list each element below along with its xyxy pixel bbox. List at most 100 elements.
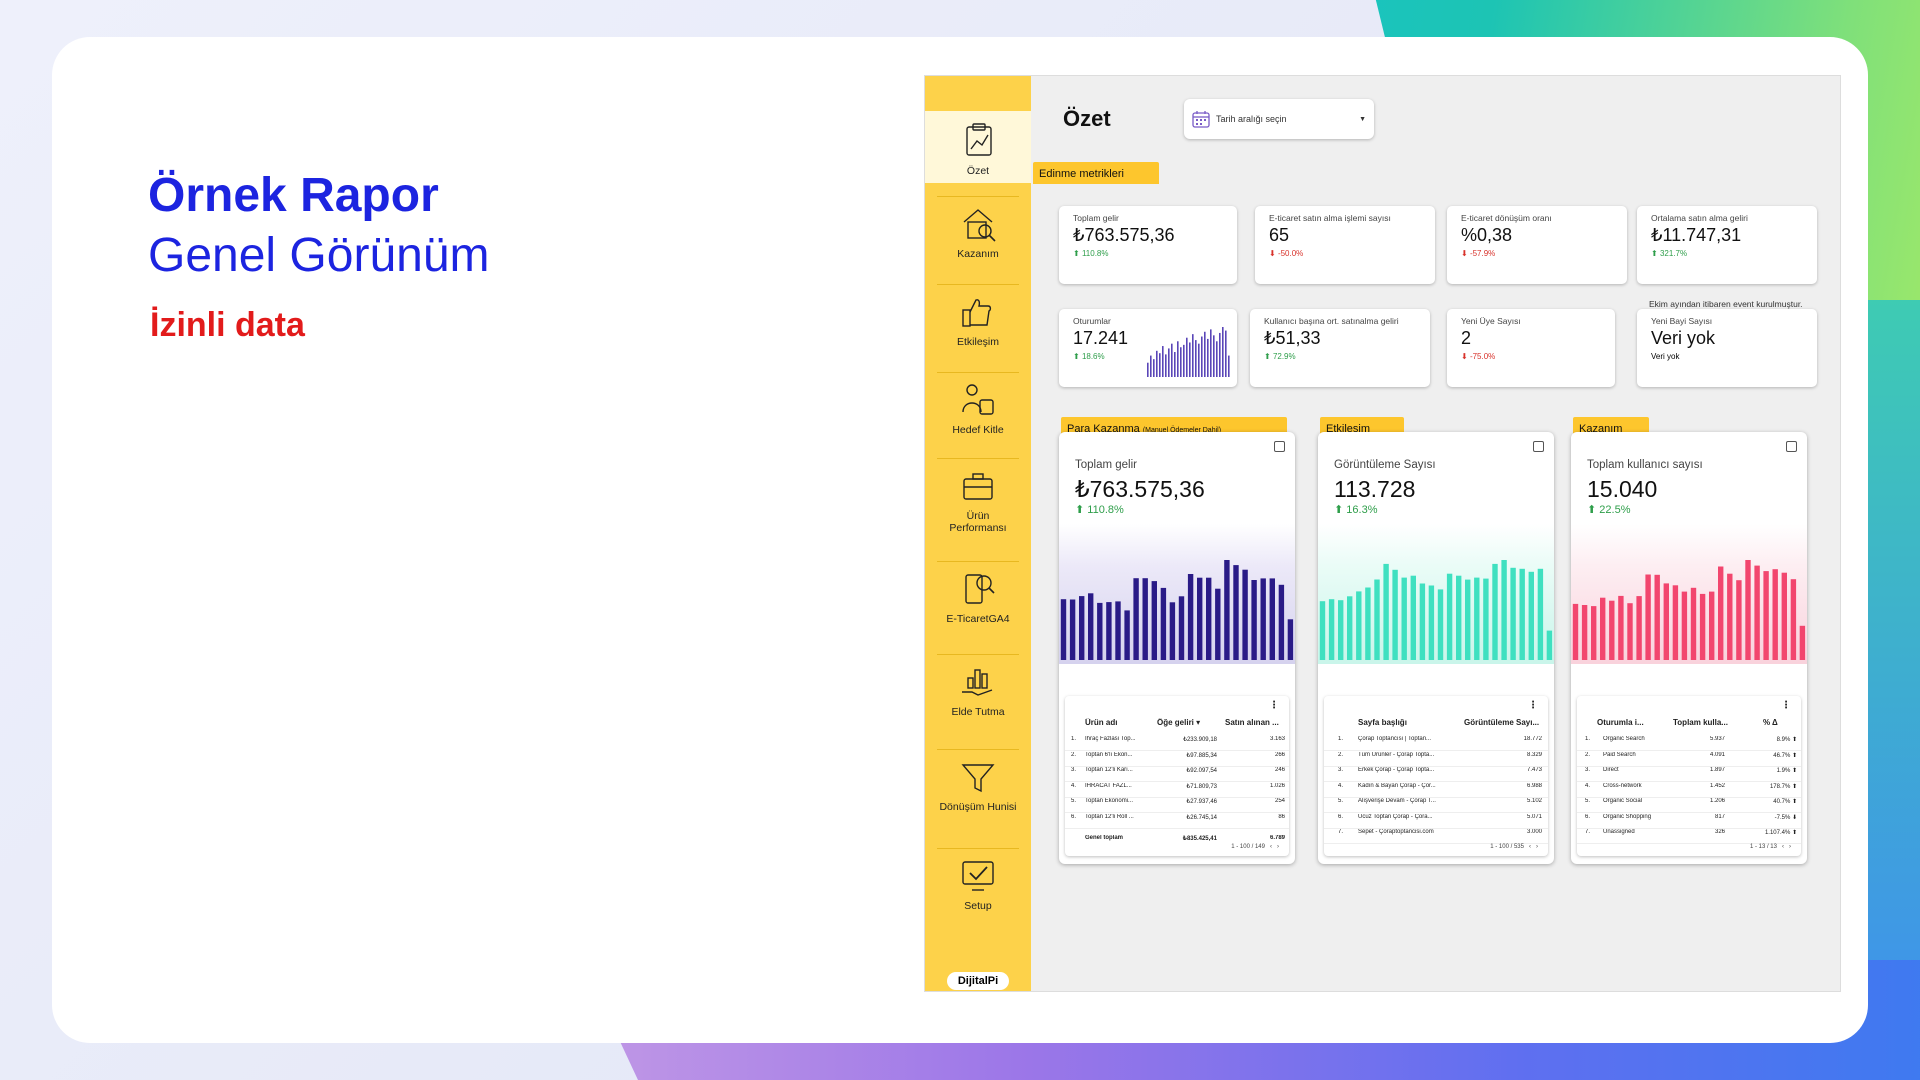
panel-metric-label: Toplam kullanıcı sayısı [1587,459,1703,471]
chart-bar [1745,560,1751,660]
table-cell: 1.107.4% ⬆ [1764,830,1797,836]
chart-bar [1410,575,1416,660]
sidebar-item-label: Özet [966,165,990,177]
panel-card: Görüntüleme Sayısı 113.728 ⬆ 16.3% ⋮ Sayfa b… [1318,432,1554,864]
sparkline-bar [1219,332,1221,377]
next-page-icon[interactable]: › [1277,844,1279,850]
chart-bar [1069,599,1076,660]
export-icon[interactable] [1533,441,1544,452]
table-cell: 8.329 [1526,751,1542,758]
column-header[interactable]: % Δ [1763,718,1778,727]
table-row[interactable]: 1. İhraç Fazlası Top... ₺233.909,18 3.163 [1065,736,1289,751]
sidebar-item-label: Ürün Performansı [949,510,1007,534]
sidebar-item-5[interactable]: Ürün Performansı [925,466,1031,534]
sidebar-item-7[interactable]: Elde Tutma [925,662,1031,718]
table-row[interactable]: 6. Toptan 12'li Roll ... ₺26.745,14 86 [1065,814,1289,829]
column-header[interactable]: Oturumla i... [1597,718,1644,727]
table-row[interactable]: 3. Erkek Çorap - Çorap Topta... 7.473 [1324,767,1548,782]
chart-bar [1446,573,1453,660]
sidebar-item-4[interactable]: Hedef Kitle [925,380,1031,436]
sidebar-item-8[interactable]: Dönüşüm Hunisi [925,757,1031,813]
sparkline-bar [1180,347,1182,377]
column-header[interactable]: Görüntüleme Sayı... [1464,718,1540,727]
table-cell: 246 [1274,767,1285,773]
sidebar-item-3[interactable]: Etkileşim [925,292,1031,348]
chart-bar [1591,606,1597,660]
prev-page-icon[interactable]: ‹ [1781,844,1784,850]
table-row[interactable]: 1. Çorap Toptancısı | Toptan... 18.772 [1324,736,1548,751]
column-header[interactable]: Satın alınan ... [1225,718,1279,727]
table-cell: 6. [1585,813,1591,820]
table-row[interactable]: 1. Organic Search 5.937 8.9% ⬆ [1577,736,1801,751]
chart-bar [1233,565,1239,660]
sidebar-item-6[interactable]: E-TicaretGA4 [925,569,1031,625]
sparkline-bar [1162,346,1164,377]
table-cell: ₺92.097,54 [1186,768,1217,774]
table-row[interactable]: 5. Organic Social 1.206 40.7% ⬆ [1577,798,1801,813]
chart-bar [1060,599,1067,660]
chart-bar [1115,601,1121,660]
chart-bar [1572,603,1579,660]
panel-metric-change: ⬆ 22.5% [1587,504,1631,516]
sidebar-item-1[interactable]: Özet [925,111,1031,183]
panel-metric-label: Toplam gelir [1075,459,1137,471]
pager-text: 1 - 100 / 535 [1490,844,1524,850]
table-row[interactable]: 7. Sepet - Çoraptoptancisi.com 3.000 [1324,829,1548,844]
metric-change: ⬇ -50.0% [1269,249,1304,258]
table-row[interactable]: 2. Toptan 6'lı Ekon... ₺97.885,34 266 [1065,752,1289,767]
sidebar-item-2[interactable]: Kazanım [925,204,1031,260]
chart-bar [1609,600,1615,660]
table-row[interactable]: 4. Cross-network 1.452 178.7% ⬆ [1577,783,1801,798]
metric-change-value: -75.0% [1469,352,1496,361]
table-cell: 1. [1585,736,1591,742]
table-header: Sayfa başlığı Görüntüleme Sayı... [1324,718,1548,732]
chart-bar [1799,625,1806,660]
table-row[interactable]: 5. Alışverişe Devam - Çorap T... 5.102 [1324,798,1548,813]
table-row[interactable]: 2. Tüm Ürünler - Çorap Topta... 8.329 [1324,752,1548,767]
sidebar-item-9[interactable]: Setup [925,856,1031,912]
more-icon[interactable]: ⋮ [1781,700,1791,711]
table-row[interactable]: 4. İHRACAT FAZL... ₺71.809,73 1.026 [1065,783,1289,798]
table-row[interactable]: 3. Toptan 12'li Karı... ₺92.097,54 246 [1065,767,1289,782]
column-header[interactable]: Ürün adı [1085,718,1118,727]
bar-chart [1571,524,1807,664]
chart-bar [1474,577,1480,660]
column-header[interactable]: Öğe geliri ▾ [1157,718,1201,727]
sessions-sparkline [1147,327,1230,377]
next-page-icon[interactable]: › [1789,844,1791,850]
table-cell: Toptan 12'li Karı... [1085,767,1133,773]
more-icon[interactable]: ⋮ [1269,700,1279,711]
next-page-icon[interactable]: › [1536,844,1538,850]
chart-bar [1242,569,1248,660]
chart-bar [1718,566,1724,660]
column-header[interactable]: Sayfa başlığı [1358,718,1407,727]
metric-card: Yeni Bayi Sayısı Veri yok Veri yok [1637,309,1817,387]
table-row[interactable]: 7. Unassigned 326 1.107.4% ⬆ [1577,829,1801,844]
date-range-select[interactable]: Tarih aralığı seçin ▼ [1184,99,1374,139]
column-header[interactable]: Toplam kulla... [1673,718,1728,727]
table-row[interactable]: 6. Organic Shopping 817 -7.5% ⬇ [1577,814,1801,829]
prev-page-icon[interactable]: ‹ [1528,844,1531,850]
table-row[interactable]: 4. Kadın & Bayan Çorap - Çor... 6.988 [1324,783,1548,798]
metric-card: Yeni Üye Sayısı 2 ⬇ -75.0% [1447,309,1615,387]
metric-change: ⬇ -57.9% [1461,249,1496,258]
table-row[interactable]: 3. Direct 1.897 1.9% ⬆ [1577,767,1801,782]
metric-change-value: 321.7% [1659,249,1688,258]
export-icon[interactable] [1786,441,1797,452]
data-table: ⋮ Oturumla i... Toplam kulla... % Δ 1. Organi… [1577,696,1801,856]
sparkline-bar [1174,352,1176,377]
table-cell: 1.452 [1709,782,1725,789]
table-cell: 5. [1071,798,1077,804]
export-icon[interactable] [1274,441,1285,452]
sidebar-divider [937,749,1019,750]
table-row[interactable]: 2. Paid Search 4.091 46.7% ⬆ [1577,752,1801,767]
prev-page-icon[interactable]: ‹ [1269,844,1272,850]
panel-metric-value: 113.728 [1334,476,1416,502]
more-icon[interactable]: ⋮ [1528,700,1538,711]
table-row[interactable]: 6. Ucuz Toptan Çorap - Çora... 5.071 [1324,814,1548,829]
table-cell: ₺26.745,14 [1186,814,1217,821]
chart-bar [1260,578,1266,660]
chart-bar [1392,569,1398,660]
slide-title: Örnek Rapor [148,169,439,222]
table-row[interactable]: 5. Toptan Ekonomi... ₺27.937,46 254 [1065,798,1289,813]
